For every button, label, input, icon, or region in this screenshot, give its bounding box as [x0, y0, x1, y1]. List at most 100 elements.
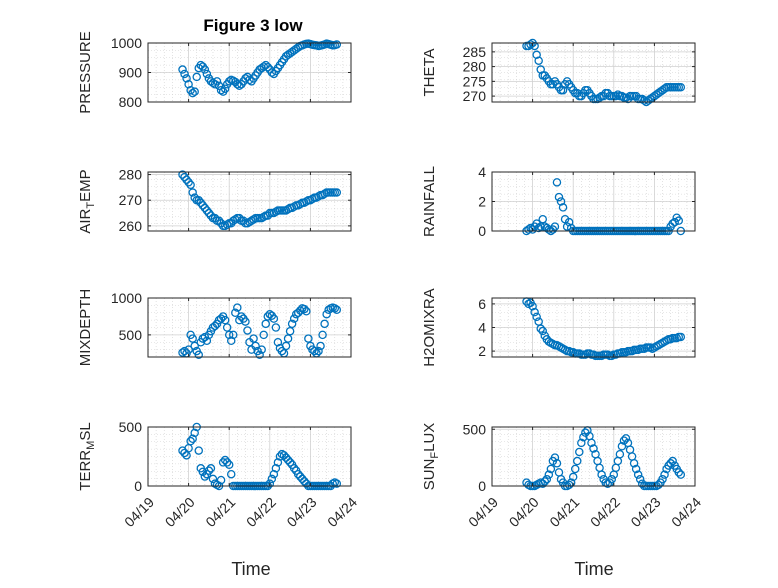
data-point: [237, 312, 246, 321]
data-point: [289, 314, 299, 323]
data-point: [558, 85, 568, 95]
data-point: [550, 453, 560, 462]
data-point: [587, 438, 596, 448]
y-axis-label: TERRMSL: [77, 422, 97, 490]
data-point: [194, 195, 203, 205]
data-point: [526, 223, 535, 233]
y-tick-label: 1000: [111, 35, 142, 51]
axes-box: [491, 426, 696, 487]
data-point: [668, 456, 677, 466]
data-point: [222, 458, 232, 467]
data-point: [229, 330, 238, 340]
y-tick-label: 260: [119, 218, 143, 234]
data-point: [200, 65, 210, 74]
data-point: [629, 459, 639, 468]
data-point: [233, 303, 242, 312]
data-point: [249, 334, 258, 343]
data-point: [188, 88, 197, 98]
data-point: [570, 464, 580, 474]
y-tick-label: 500: [119, 327, 143, 343]
data-point: [676, 83, 686, 92]
data-point: [249, 215, 258, 224]
data-point: [222, 323, 232, 332]
y-axis-label: SUNFLUX: [421, 423, 441, 491]
data-point: [631, 464, 641, 474]
data-point: [330, 304, 340, 313]
y-tick-label: 500: [119, 419, 143, 435]
data-point: [666, 459, 675, 468]
data-point: [188, 188, 197, 197]
data-point: [302, 307, 311, 316]
data-point: [660, 84, 669, 93]
data-point: [285, 326, 295, 336]
data-point: [231, 215, 240, 224]
axes-box: [147, 297, 352, 358]
data-point: [200, 203, 210, 213]
data-point: [188, 434, 197, 444]
data-point: [619, 436, 629, 445]
data-point: [577, 438, 586, 448]
data-point: [204, 208, 214, 218]
data-point: [204, 466, 214, 475]
data-point: [552, 178, 562, 187]
data-point: [318, 330, 327, 340]
y-tick-label: 0: [478, 223, 486, 239]
data-point: [245, 75, 254, 85]
subplot-5: 500 1000 MIXDEPTH: [77, 289, 352, 367]
y-tick-label: 2: [478, 343, 486, 359]
data-point: [198, 201, 208, 210]
data-point: [554, 192, 564, 202]
data-point: [224, 460, 234, 470]
data-point: [332, 479, 342, 488]
data-point: [320, 319, 329, 329]
y-axis-label: RAINFALL: [421, 166, 438, 237]
data-point: [180, 346, 189, 356]
data-point: [259, 330, 268, 340]
data-point: [538, 214, 548, 224]
data-point: [184, 178, 193, 187]
data-point: [579, 432, 588, 442]
data-point: [255, 350, 264, 360]
data-point: [595, 93, 604, 102]
data-point: [202, 206, 212, 215]
data-point: [621, 434, 631, 443]
x-axis-label-right: Time: [574, 559, 613, 579]
data-point: [271, 207, 281, 217]
data-point: [180, 69, 189, 79]
y-tick-label: 1000: [111, 290, 142, 306]
data-point: [184, 345, 193, 354]
data-point: [178, 65, 187, 74]
data-point: [283, 334, 293, 343]
data-point: [597, 470, 606, 479]
data-point: [216, 85, 226, 95]
y-axis-label: MIXDEPTH: [77, 289, 94, 367]
data-point: [188, 334, 197, 343]
data-point: [241, 317, 250, 326]
data-point: [542, 474, 552, 484]
subplot-4: 0 2 4 RAINFALL: [421, 164, 696, 239]
data-point: [208, 474, 218, 484]
data-point: [271, 323, 281, 332]
data-point: [316, 341, 325, 351]
data-point: [214, 216, 224, 225]
data-point: [640, 96, 649, 105]
data-point: [332, 40, 342, 49]
data-point: [310, 346, 319, 356]
data-point: [178, 170, 187, 179]
data-point: [621, 93, 631, 102]
data-point: [267, 68, 277, 77]
data-point: [532, 50, 541, 60]
data-point: [194, 446, 203, 455]
data-point: [550, 222, 560, 231]
data-point: [536, 222, 545, 231]
data-point: [231, 308, 240, 317]
data-point: [267, 474, 277, 484]
data-point: [676, 332, 686, 342]
data-point: [322, 309, 331, 319]
y-tick-label: 280: [119, 167, 143, 183]
data-point: [304, 334, 313, 343]
data-point: [320, 189, 329, 199]
subplot-3: 260 270 280 AIRTEMP: [77, 167, 352, 234]
data-point: [210, 321, 220, 331]
data-point: [314, 346, 323, 356]
